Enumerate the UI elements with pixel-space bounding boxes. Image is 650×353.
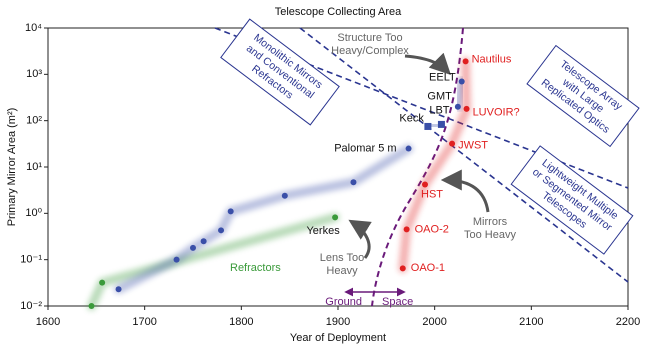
point <box>463 105 470 112</box>
point-label: Keck <box>399 112 424 124</box>
point <box>173 256 180 263</box>
y-tick-label: 10⁴ <box>25 22 42 34</box>
y-tick-label: 10³ <box>26 68 42 80</box>
y-tick-label: 10² <box>26 115 42 127</box>
point <box>458 78 465 85</box>
point-label: Nautilus <box>472 53 512 65</box>
point-label: JWST <box>458 140 488 152</box>
note: Lens Too <box>320 252 364 264</box>
x-tick-label: 1800 <box>229 316 253 328</box>
trend-glow <box>398 56 472 273</box>
point-label: OAO-1 <box>411 262 445 274</box>
point <box>115 286 122 293</box>
x-tick-label: 2100 <box>519 316 543 328</box>
space-label: Space <box>382 296 413 308</box>
note: Heavy/Complex <box>331 45 409 57</box>
note-arrow <box>440 169 490 213</box>
y-tick-label: 10¹ <box>26 161 42 173</box>
x-tick-label: 2000 <box>422 316 446 328</box>
point <box>403 226 410 233</box>
point <box>332 214 339 221</box>
note-arrow <box>348 219 372 259</box>
point <box>454 103 461 110</box>
point-label: EELT <box>429 71 456 83</box>
chart-title: Telescope Collecting Area <box>275 6 402 18</box>
y-tick-label: 10⁰ <box>25 207 42 219</box>
region-box: Monolithic Mirrors and Conventional Refr… <box>220 18 340 126</box>
x-tick-label: 2200 <box>616 316 640 328</box>
point <box>218 227 225 234</box>
point <box>200 238 207 245</box>
boundary-line <box>299 27 629 283</box>
y-tick-label: 10⁻¹ <box>20 254 42 266</box>
x-tick-label: 1700 <box>132 316 156 328</box>
point <box>227 208 234 215</box>
point <box>424 122 432 130</box>
notes: Structure Too Heavy/Complex Mirrors Too … <box>320 32 517 277</box>
ground-label: Ground <box>325 296 362 308</box>
point-label: LBT <box>429 104 449 116</box>
point <box>437 120 445 128</box>
note: Mirrors <box>473 216 508 228</box>
x-tick-label: 1600 <box>36 316 60 328</box>
note: Structure Too <box>337 32 402 44</box>
y-tick-label: 10⁻² <box>20 300 42 312</box>
trend-glow <box>453 77 467 112</box>
ground-space: Ground Space <box>325 287 413 308</box>
x-axis-label: Year of Deployment <box>290 332 386 344</box>
note-arrow <box>404 52 451 75</box>
point-label: Yerkes <box>306 225 340 237</box>
ground-space-boundary <box>371 27 464 307</box>
x-tick-label: 1900 <box>326 316 350 328</box>
point <box>99 279 106 286</box>
note: Too Heavy <box>464 229 516 241</box>
point <box>350 179 357 186</box>
point-label: GMT <box>427 91 452 103</box>
point-label: OAO-2 <box>415 223 449 235</box>
series-label: Refractors <box>230 262 281 274</box>
region-box: Telescope Array with Large Replicated Op… <box>526 44 640 148</box>
point <box>422 181 428 188</box>
point <box>449 140 456 147</box>
point <box>405 145 412 152</box>
point-label: LUVOIR? <box>473 107 520 119</box>
point-label: Palomar 5 m <box>334 142 396 154</box>
point <box>88 303 95 309</box>
point <box>281 192 288 199</box>
point <box>399 265 406 272</box>
point <box>462 58 469 65</box>
point-label: HST <box>421 188 443 200</box>
point <box>190 244 196 251</box>
y-axis-label: Primary Mirror Area (m²) <box>6 108 18 227</box>
note: Heavy <box>326 265 358 277</box>
